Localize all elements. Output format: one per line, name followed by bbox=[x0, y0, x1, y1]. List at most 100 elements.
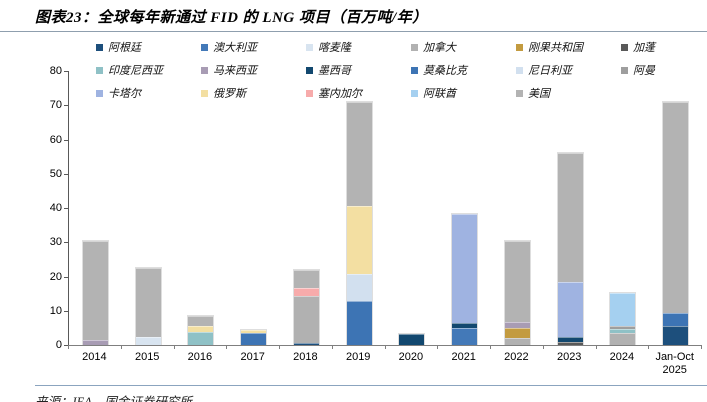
footer-divider bbox=[35, 385, 707, 386]
legend-swatch-icon bbox=[621, 43, 628, 51]
stacked-bar-2019 bbox=[345, 100, 373, 347]
bar-segment-卡塔尔 bbox=[452, 213, 478, 324]
legend-label: 澳大利亚 bbox=[213, 42, 257, 54]
x-axis-tick bbox=[490, 346, 491, 349]
x-axis-label: 2024 bbox=[609, 351, 635, 363]
y-axis-tick bbox=[64, 105, 68, 107]
x-axis-label: 2018 bbox=[293, 351, 318, 363]
legend-item: 莫桑比克 bbox=[411, 63, 516, 77]
bar-segment-加拿大 bbox=[610, 333, 636, 345]
chart-legend: 阿根廷 澳大利亚 喀麦隆 加拿大 刚果共和国 加蓬印度尼西亚 马来西亚 墨西哥 莫桑比克 尼日利亚… bbox=[96, 40, 707, 100]
x-axis-tick bbox=[595, 346, 597, 349]
legend-item: 马来西亚 bbox=[201, 63, 306, 77]
legend-swatch-icon bbox=[621, 66, 628, 74]
bar-segment-尼日利亚 bbox=[346, 273, 372, 302]
legend-item: 阿曼 bbox=[621, 63, 707, 77]
y-axis-label: 40 bbox=[49, 202, 62, 214]
bar-segment-莫桑比克 bbox=[241, 333, 267, 345]
x-axis-tick bbox=[648, 346, 650, 349]
legend-swatch-icon bbox=[96, 89, 103, 97]
x-axis-tick bbox=[331, 346, 333, 349]
y-axis-tick bbox=[64, 310, 68, 312]
stacked-bar-2023 bbox=[556, 152, 584, 346]
x-axis-label: 2020 bbox=[398, 351, 424, 363]
bar-segment-印度尼西亚 bbox=[610, 329, 636, 334]
legend-label: 墨西哥 bbox=[318, 65, 351, 77]
legend-label: 阿联酋 bbox=[423, 88, 456, 100]
stacked-bar-2016 bbox=[187, 314, 215, 347]
bar-slot bbox=[438, 71, 491, 347]
legend-swatch-icon bbox=[201, 66, 208, 74]
legend-item: 印度尼西亚 bbox=[96, 63, 201, 77]
legend-label: 马来西亚 bbox=[213, 65, 257, 77]
x-axis-tick bbox=[542, 346, 544, 349]
legend-item: 尼日利亚 bbox=[516, 63, 621, 77]
bar-slot bbox=[386, 71, 439, 347]
y-axis-label: 50 bbox=[49, 167, 62, 180]
y-axis-label: 10 bbox=[49, 304, 62, 317]
bar-slot bbox=[175, 71, 228, 347]
stacked-bar-Jan-Oct-2025 bbox=[662, 100, 690, 347]
legend-item: 俄罗斯 bbox=[201, 86, 306, 100]
bar-segment-墨西哥 bbox=[452, 323, 478, 328]
x-axis-tick bbox=[173, 346, 175, 349]
stacked-bar-2014 bbox=[81, 240, 109, 346]
legend-label: 阿曼 bbox=[633, 65, 655, 77]
legend-swatch-icon bbox=[516, 89, 523, 97]
legend-label: 莫桑比克 bbox=[423, 65, 467, 77]
y-axis-tick bbox=[64, 242, 68, 244]
legend-label: 加拿大 bbox=[423, 42, 456, 54]
bar-segment-墨西哥 bbox=[557, 337, 583, 342]
legend-item: 阿根廷 bbox=[96, 40, 201, 54]
bar-segment-美国 bbox=[82, 241, 108, 340]
stacked-bar-2020 bbox=[398, 332, 426, 347]
legend-label: 尼日利亚 bbox=[528, 65, 572, 77]
bar-segment-莫桑比克 bbox=[663, 312, 689, 327]
legend-label: 塞内加尔 bbox=[318, 88, 362, 100]
legend-label: 喀麦隆 bbox=[318, 42, 351, 54]
y-axis-tick bbox=[64, 173, 68, 175]
y-axis-label: 0 bbox=[55, 339, 62, 351]
bar-segment-卡塔尔 bbox=[557, 282, 583, 338]
bar-segment-塞内加尔 bbox=[293, 287, 319, 297]
legend-item: 美国 bbox=[516, 86, 621, 100]
bar-segment-俄罗斯 bbox=[346, 205, 372, 274]
x-axis-label: 2021 bbox=[451, 351, 476, 363]
x-axis-line bbox=[68, 345, 702, 346]
stacked-bar-2022 bbox=[503, 239, 531, 347]
bar-slot bbox=[280, 71, 333, 347]
bar-segment-马来西亚 bbox=[504, 321, 530, 328]
bar-slot bbox=[69, 71, 122, 346]
legend-label: 卡塔尔 bbox=[108, 88, 141, 100]
legend-item: 刚果共和国 bbox=[516, 40, 621, 54]
bar-series-container bbox=[69, 71, 702, 347]
bar-segment-美国 bbox=[293, 269, 319, 288]
bar-slot bbox=[333, 71, 386, 347]
x-axis-label: 2017 bbox=[240, 351, 265, 363]
stacked-bar-2024 bbox=[609, 292, 637, 346]
stacked-bar-2021 bbox=[451, 212, 479, 347]
stacked-bar-2017 bbox=[240, 329, 268, 346]
y-axis-label: 30 bbox=[49, 236, 62, 249]
bar-segment-刚果共和国 bbox=[504, 327, 530, 339]
y-axis-label: 80 bbox=[49, 65, 62, 77]
bar-segment-澳大利亚 bbox=[452, 327, 478, 345]
legend-swatch-icon bbox=[201, 43, 208, 51]
source-note: 来源：IEA，国金证券研究所 bbox=[35, 395, 192, 402]
y-axis-tick bbox=[64, 71, 68, 72]
bar-segment-加拿大 bbox=[504, 338, 530, 345]
legend-label: 俄罗斯 bbox=[213, 88, 246, 100]
legend-swatch-icon bbox=[306, 43, 313, 51]
legend-swatch-icon bbox=[411, 89, 418, 97]
bar-slot bbox=[227, 71, 280, 346]
bar-slot bbox=[122, 71, 175, 346]
bar-slot bbox=[544, 71, 597, 346]
legend-item: 加蓬 bbox=[621, 40, 707, 54]
y-axis-tick bbox=[64, 139, 68, 141]
bar-segment-美国 bbox=[663, 101, 689, 313]
legend-swatch-icon bbox=[411, 66, 418, 74]
stacked-bar-2015 bbox=[134, 267, 162, 346]
legend-item: 墨西哥 bbox=[306, 63, 411, 77]
bar-slot bbox=[491, 71, 544, 347]
